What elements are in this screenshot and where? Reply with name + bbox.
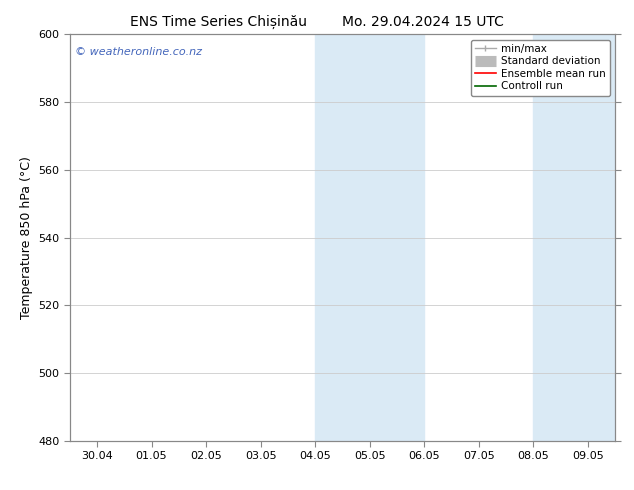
Y-axis label: Temperature 850 hPa (°C): Temperature 850 hPa (°C) [20,156,32,319]
Legend: min/max, Standard deviation, Ensemble mean run, Controll run: min/max, Standard deviation, Ensemble me… [470,40,610,96]
Text: © weatheronline.co.nz: © weatheronline.co.nz [75,47,202,56]
Bar [533,34,588,441]
Text: ENS Time Series Chișinău        Mo. 29.04.2024 15 UTC: ENS Time Series Chișinău Mo. 29.04.2024 … [130,15,504,29]
Bar [370,34,424,441]
Bar [588,34,615,441]
Bar [315,34,370,441]
